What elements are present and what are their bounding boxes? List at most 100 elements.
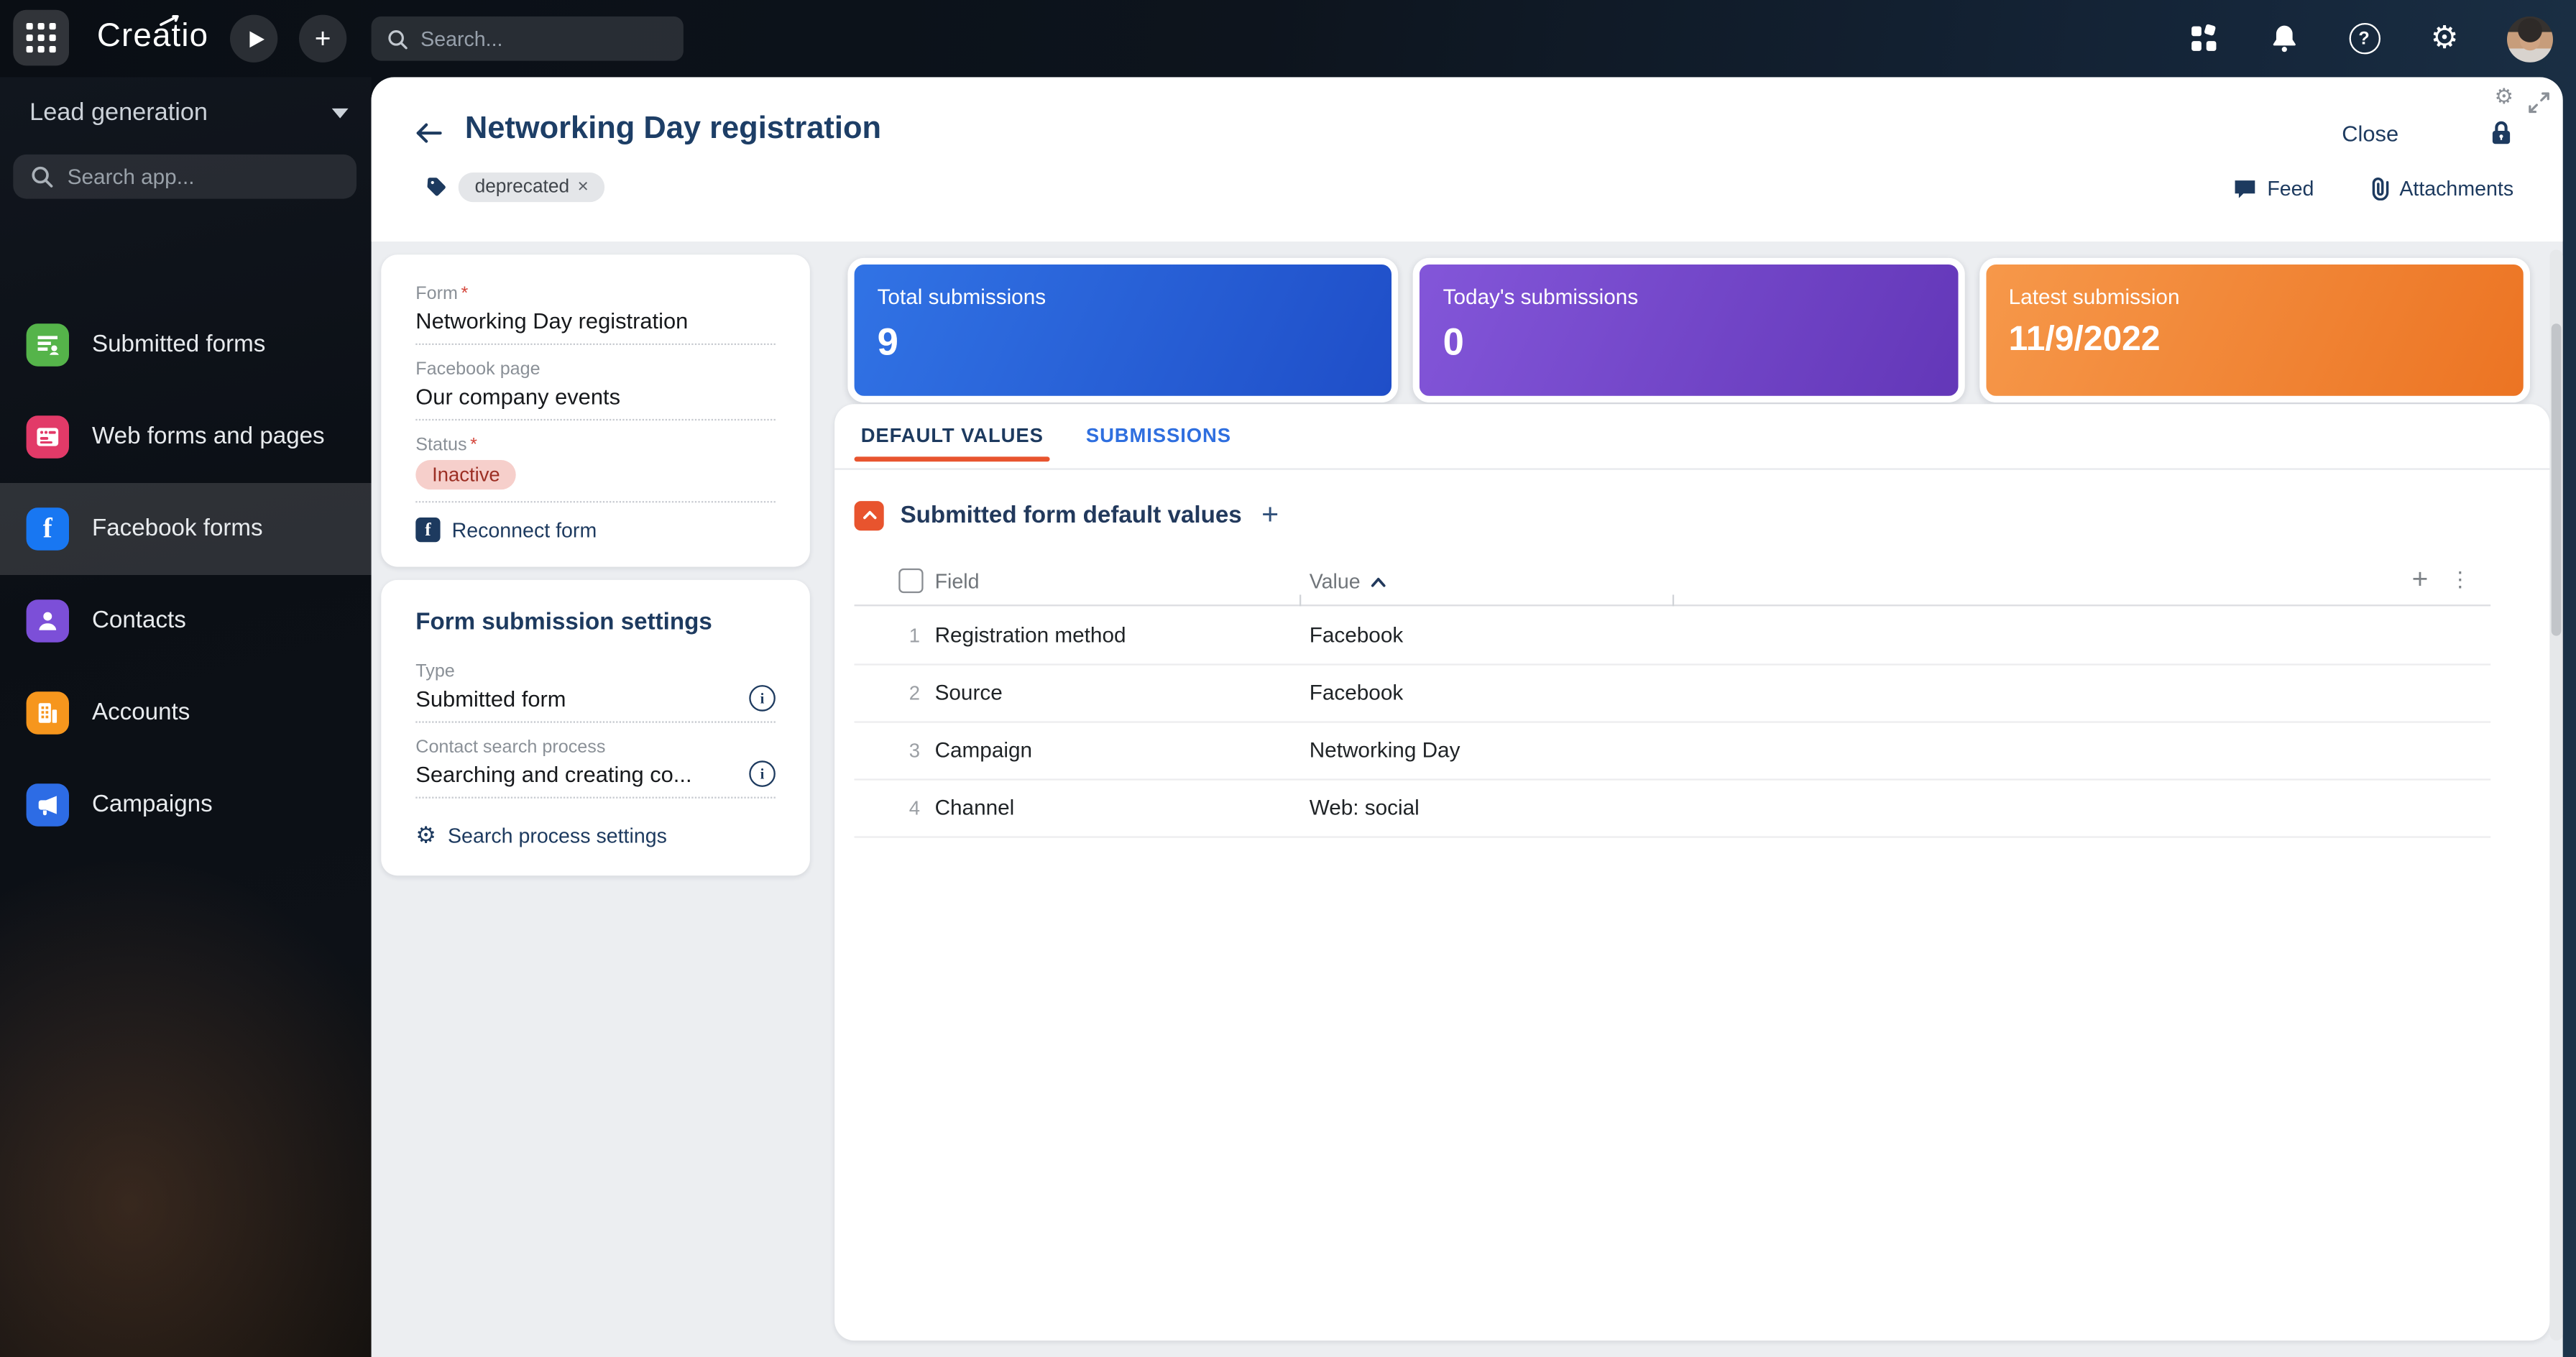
collapse-button[interactable] (854, 500, 884, 530)
info-icon[interactable]: i (749, 685, 776, 712)
creatio-logo: Creatio (97, 15, 208, 56)
submitted-forms-icon (26, 323, 70, 367)
workspace-label: Lead generation (29, 98, 208, 127)
record-info-card: Form * Networking Day registration Facebo… (381, 254, 810, 567)
sidebar-item-accounts[interactable]: Accounts (0, 667, 372, 759)
column-header-field[interactable]: Field (934, 570, 980, 594)
add-default-value-button[interactable]: + (1261, 497, 1279, 531)
table-row[interactable]: 1 Registration method Facebook (854, 606, 2491, 666)
sidebar-item-facebook-forms[interactable]: f Facebook forms (0, 483, 372, 576)
tab-default-values[interactable]: DEFAULT VALUES (854, 423, 1051, 462)
gear-icon: ⚙ (2430, 19, 2459, 56)
web-forms-icon (26, 415, 70, 459)
column-header-value[interactable]: Value (1310, 570, 1387, 593)
select-all-checkbox[interactable] (898, 568, 924, 594)
run-process-button[interactable] (230, 14, 278, 63)
metric-tiles: Total submissions 9 Today's submissions … (847, 257, 2530, 402)
table-header: Field Value + ⋮ (834, 557, 2549, 604)
main-panel: ⚙ Networking Day registration deprecated… (371, 77, 2563, 1357)
logo-arrow-icon (160, 15, 179, 27)
scrollbar-thumb[interactable] (2551, 323, 2562, 636)
metric-latest-submission: Latest submission 11/9/2022 (1979, 257, 2530, 402)
field-type[interactable]: Type Submitted form i (415, 662, 776, 723)
table-row[interactable]: 4 Channel Web: social (854, 778, 2491, 838)
grid-icon (26, 23, 56, 53)
field-form[interactable]: Form * Networking Day registration (415, 284, 776, 346)
workspace-selector[interactable]: Lead generation (29, 98, 349, 127)
table-add-icon[interactable]: + (2411, 564, 2429, 595)
back-button[interactable] (414, 120, 443, 147)
search-icon (388, 29, 408, 49)
workspaces-button[interactable] (2185, 21, 2221, 57)
global-search-placeholder: Search... (420, 27, 503, 50)
feed-icon (2235, 179, 2255, 198)
sidebar: Lead generation Search app... Submitted … (0, 77, 372, 1357)
page-header: ⚙ Networking Day registration deprecated… (371, 77, 2563, 242)
sidebar-item-campaigns[interactable]: Campaigns (0, 759, 372, 851)
metric-total-submissions: Total submissions 9 (847, 257, 1399, 402)
facebook-icon: f (26, 507, 70, 551)
campaigns-icon (26, 783, 70, 827)
plus-icon: + (314, 22, 331, 54)
table-menu-icon[interactable]: ⋮ (2450, 566, 2471, 592)
detail-title: Submitted form default values (900, 502, 1242, 528)
field-contact-search-process[interactable]: Contact search process Searching and cre… (415, 737, 776, 799)
metric-todays-submissions: Today's submissions 0 (1413, 257, 1964, 402)
page-title: Networking Day registration (464, 111, 882, 147)
lock-icon[interactable] (2489, 120, 2513, 147)
sort-asc-icon (1371, 576, 1386, 586)
page-settings-gear-icon[interactable]: ⚙ (2494, 85, 2514, 111)
contacts-icon (26, 599, 70, 643)
top-bar: Creatio + Search... ? ⚙ (0, 0, 2576, 77)
status-badge: Inactive (415, 460, 517, 490)
sidebar-item-contacts[interactable]: Contacts (0, 575, 372, 667)
settings-button[interactable]: ⚙ (2426, 21, 2462, 57)
apps-icon (2191, 24, 2216, 51)
detail-card: DEFAULT VALUES SUBMISSIONS Submitted for… (834, 404, 2550, 1341)
paperclip-icon (2371, 177, 2388, 201)
user-avatar[interactable] (2507, 15, 2554, 62)
app-search-placeholder: Search app... (67, 164, 195, 189)
help-button[interactable]: ? (2346, 21, 2382, 57)
sidebar-item-web-forms[interactable]: Web forms and pages (0, 391, 372, 483)
sidebar-item-submitted-forms[interactable]: Submitted forms (0, 299, 372, 391)
topbar-actions: ? ⚙ (2185, 0, 2554, 77)
bell-icon (2272, 25, 2295, 52)
search-process-settings-button[interactable]: ⚙ Search process settings (415, 823, 667, 850)
feed-button[interactable]: Feed (2232, 176, 2314, 201)
gear-icon: ⚙ (415, 823, 436, 850)
tag-remove-icon[interactable]: × (577, 177, 589, 198)
tag-deprecated[interactable]: deprecated × (458, 172, 605, 203)
header-links: Feed Attachments (2232, 176, 2513, 201)
reconnect-form-button[interactable]: f Reconnect form (415, 518, 597, 543)
tab-submissions[interactable]: SUBMISSIONS (1085, 423, 1231, 447)
info-icon[interactable]: i (749, 760, 776, 787)
expand-icon[interactable] (2529, 92, 2550, 114)
quick-add-button[interactable]: + (299, 14, 347, 63)
global-search-input[interactable]: Search... (371, 16, 684, 61)
submission-settings-card: Form submission settings Type Submitted … (381, 579, 810, 876)
accounts-icon (26, 691, 70, 735)
help-icon: ? (2348, 23, 2380, 55)
notifications-button[interactable] (2266, 21, 2301, 57)
settings-card-title: Form submission settings (415, 610, 712, 636)
chevron-up-icon (862, 510, 876, 520)
field-status[interactable]: Status * Inactive (415, 436, 776, 503)
detail-section-header: Submitted form default values + (854, 497, 1279, 533)
search-icon (32, 166, 53, 188)
chevron-down-icon (331, 107, 349, 118)
scrollbar-track[interactable] (2549, 249, 2563, 1341)
required-asterisk: * (470, 435, 477, 456)
app-search-input[interactable]: Search app... (13, 154, 357, 199)
required-asterisk: * (461, 284, 469, 304)
tag-row: deprecated × (426, 172, 605, 203)
field-facebook-page[interactable]: Facebook page Our company events (415, 360, 776, 421)
close-button[interactable]: Close (2342, 121, 2399, 147)
table-row[interactable]: 2 Source Facebook (854, 663, 2491, 723)
facebook-icon: f (415, 518, 441, 543)
attachments-button[interactable]: Attachments (2370, 176, 2513, 201)
tab-bar: DEFAULT VALUES SUBMISSIONS (834, 404, 2550, 470)
app-launcher-button[interactable] (13, 9, 70, 66)
table-row[interactable]: 3 Campaign Networking Day (854, 721, 2491, 781)
